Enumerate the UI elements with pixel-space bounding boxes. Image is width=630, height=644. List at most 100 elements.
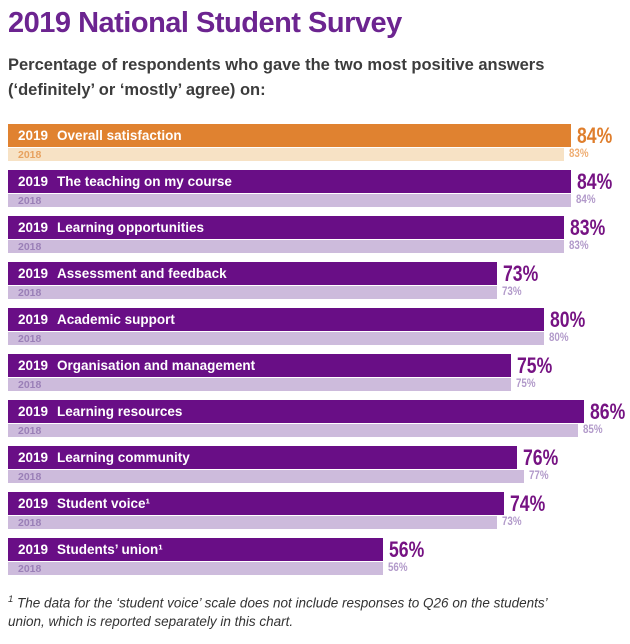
bar-label-year: 2019: [18, 358, 49, 374]
bar-label-year: 2019: [18, 496, 49, 512]
bar-label-year-2018: 2018: [18, 240, 42, 253]
page-title: 2019 National Student Survey: [8, 7, 402, 39]
value-label-2018: 84%: [575, 193, 596, 206]
value-label-2019: 83%: [570, 214, 606, 240]
bar-2018: 2018: [8, 194, 571, 208]
bar-group: 2019 Learning community 76% 2018 77%: [8, 444, 630, 484]
bar-label-year-2018: 2018: [18, 148, 42, 161]
bar-group: 2019 Learning resources 86% 2018 85%: [8, 398, 630, 438]
bar-2018: 2018: [8, 424, 578, 438]
bar-row-2019: 2019 The teaching on my course 84%: [8, 168, 630, 194]
value-label-2019: 76%: [523, 444, 559, 470]
bar-group: 2019 Organisation and management 75% 2018 75…: [8, 352, 630, 392]
bar-label: 2019 The teaching on my course: [18, 174, 232, 189]
bar-label-year: 2019: [18, 450, 49, 466]
bar-2019: 2019 Student voice¹: [8, 492, 504, 516]
bar-2018: 2018: [8, 562, 384, 576]
bar-label-year-2018: 2018: [18, 562, 42, 575]
bar-row-2019: 2019 Overall satisfaction 84%: [8, 122, 630, 148]
bar-row-2018: 2018 83%: [8, 240, 630, 254]
bar-2018: 2018: [8, 378, 511, 392]
bar-label: 2019 Student voice¹: [18, 496, 150, 511]
bar-2018: 2018: [8, 332, 544, 346]
bar-2019: 2019 Assessment and feedback: [8, 262, 498, 286]
bar-group: 2019 Student voice¹ 74% 2018 73%: [8, 490, 630, 530]
bar-row-2018: 2018 56%: [8, 561, 630, 576]
bar-label: 2019 Learning community: [18, 450, 190, 465]
bar-label-category: Learning resources: [57, 404, 183, 420]
bar-label: 2019 Assessment and feedback: [18, 266, 227, 281]
bar-label-category: Assessment and feedback: [57, 266, 227, 282]
value-label-2018: 83%: [569, 147, 589, 160]
value-label-2019: 56%: [389, 536, 425, 562]
value-label-2018: 75%: [515, 377, 536, 390]
value-label-2018: 85%: [582, 423, 603, 436]
bar-label-year: 2019: [18, 174, 49, 190]
bar-label-category: Learning community: [57, 450, 190, 466]
bar-2019: 2019 Students’ union¹: [8, 538, 384, 562]
bar-label-category: Student voice¹: [57, 496, 151, 512]
bar-label-year-2018: 2018: [18, 516, 42, 529]
value-label-2019: 74%: [509, 490, 546, 516]
bar-label-year: 2019: [18, 266, 49, 282]
bar-row-2019: 2019 Learning community 76%: [8, 444, 630, 470]
value-label-2019: 75%: [516, 352, 552, 378]
bar-2019: 2019 The teaching on my course: [8, 170, 571, 194]
bar-row-2019: 2019 Learning resources 86%: [8, 398, 630, 424]
bar-label-year: 2019: [18, 542, 49, 558]
bar-label-year: 2019: [18, 404, 49, 420]
bar-row-2018: 2018 73%: [8, 286, 630, 300]
bar-chart: 2019 Overall satisfaction 84% 2018 83% 2019 Th…: [8, 122, 630, 576]
bar-label-year-2018: 2018: [18, 424, 42, 437]
bar-2018: 2018: [8, 240, 565, 254]
bar-label-year-2018: 2018: [18, 286, 42, 299]
bar-2018: 2018: [8, 148, 565, 162]
bar-label-year-2018: 2018: [18, 378, 42, 391]
bar-row-2018: 2018 84%: [8, 193, 630, 208]
bar-label: 2019 Academic support: [18, 312, 175, 327]
bar-label-category: Overall satisfaction: [57, 128, 182, 144]
bar-row-2019: 2019 Student voice¹ 74%: [8, 490, 630, 516]
value-label-2019: 84%: [576, 168, 613, 194]
bar-2018: 2018: [8, 470, 524, 484]
bar-row-2018: 2018 83%: [8, 147, 630, 162]
bar-row-2019: 2019 Assessment and feedback 73%: [8, 260, 630, 286]
bar-label: 2019 Learning opportunities: [18, 220, 204, 235]
bar-label-category: Students’ union¹: [57, 542, 163, 558]
value-label-2018: 77%: [528, 469, 549, 482]
value-label-2019: 84%: [576, 122, 613, 148]
bar-2019: 2019 Learning opportunities: [8, 216, 565, 240]
bar-label: 2019 Organisation and management: [18, 358, 255, 373]
bar-row-2018: 2018 80%: [8, 332, 630, 346]
footnote-superscript: 1: [8, 594, 14, 606]
value-label-2019: 86%: [590, 398, 626, 424]
bar-group: 2019 Assessment and feedback 73% 2018 73%: [8, 260, 630, 300]
bar-row-2018: 2018 73%: [8, 515, 630, 530]
bar-group: 2019 The teaching on my course 84% 2018 84%: [8, 168, 630, 208]
bar-2019: 2019 Academic support: [8, 308, 544, 332]
value-label-2019: 73%: [503, 260, 539, 286]
bar-label-year-2018: 2018: [18, 470, 42, 483]
chart-subtitle: Percentage of respondents who gave the t…: [8, 55, 545, 99]
bar-label: 2019 Students’ union¹: [18, 542, 163, 557]
bar-row-2018: 2018 77%: [8, 469, 630, 484]
bar-label: 2019 Learning resources: [18, 404, 182, 419]
value-label-2018: 73%: [502, 515, 522, 528]
bar-row-2018: 2018 85%: [8, 423, 630, 438]
bar-2019: 2019 Organisation and management: [8, 354, 511, 378]
bar-group: 2019 Academic support 80% 2018 80%: [8, 308, 630, 346]
bar-row-2019: 2019 Organisation and management 75%: [8, 352, 630, 378]
bar-2018: 2018: [8, 516, 498, 530]
bar-label-year-2018: 2018: [18, 332, 42, 345]
value-label-2018: 56%: [388, 561, 408, 574]
bar-label-year: 2019: [18, 312, 49, 328]
bar-label-category: Learning opportunities: [57, 220, 205, 236]
bar-2018: 2018: [8, 286, 498, 300]
bar-label-year: 2019: [18, 128, 49, 144]
bar-label-category: Organisation and management: [57, 358, 256, 374]
bar-group: 2019 Students’ union¹ 56% 2018 56%: [8, 536, 630, 576]
bar-2019: 2019 Learning community: [8, 446, 518, 470]
bar-label-category: The teaching on my course: [57, 174, 232, 190]
bar-row-2019: 2019 Academic support 80%: [8, 308, 630, 332]
